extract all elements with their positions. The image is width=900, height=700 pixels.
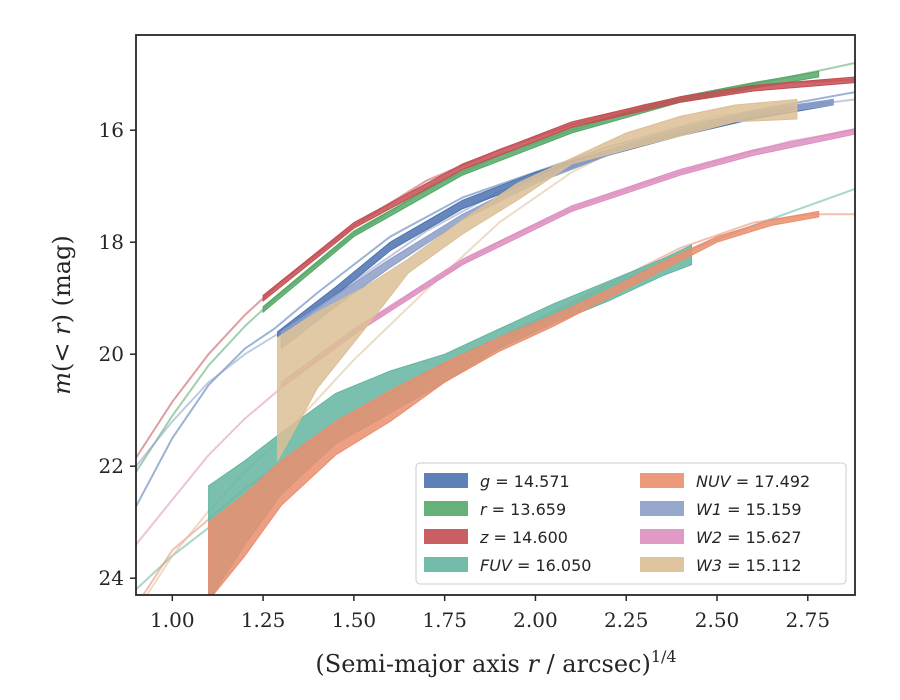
x-axis-ticks: 1.00 1.25 1.50 1.75 2.00 2.25 2.50 2.75 [150, 595, 830, 632]
legend-label-r: r = 13.659 [480, 500, 566, 519]
legend-swatch-nuv [640, 473, 684, 488]
x-tick-label: 1.25 [241, 608, 286, 632]
y-tick-label: 24 [99, 566, 124, 590]
legend-swatch-w2 [640, 529, 684, 544]
legend-label-g: g = 14.571 [480, 472, 570, 491]
profile-band-w1 [280, 98, 834, 350]
profile-band-w3 [277, 98, 798, 461]
legend-swatch-w1 [640, 501, 684, 516]
legend-swatch-fuv [424, 557, 468, 572]
y-axis-label: m(< r) (mag) [48, 235, 76, 395]
legend-swatch-z [424, 529, 468, 544]
x-tick-label: 1.50 [332, 608, 377, 632]
x-axis-label: (Semi-major axis r / arcsec)1/4 [315, 647, 676, 678]
legend-box [415, 462, 847, 585]
x-tick-label: 1.75 [422, 608, 467, 632]
y-tick-label: 22 [99, 454, 124, 478]
y-tick-label: 18 [99, 230, 124, 254]
x-tick-label: 1.00 [150, 608, 195, 632]
x-tick-label: 2.00 [513, 608, 558, 632]
profile-band-w2 [280, 127, 855, 389]
legend-swatch-g [424, 473, 468, 488]
x-tick-label: 2.50 [695, 608, 740, 632]
legend-label-z: z = 14.600 [479, 528, 568, 547]
legend-label-nuv: NUV = 17.492 [696, 472, 810, 491]
plot-frame [135, 34, 856, 596]
y-axis-ticks: 16 18 20 22 24 [99, 118, 136, 590]
legend-label-w1: W1 = 15.159 [696, 500, 802, 519]
x-tick-label: 2.25 [604, 608, 649, 632]
legend-label-w3: W3 = 15.112 [696, 556, 802, 575]
y-tick-label: 16 [99, 118, 124, 142]
legend-swatch-r [424, 501, 468, 516]
y-tick-label: 20 [99, 342, 124, 366]
profile-band-z [262, 76, 855, 303]
x-tick-label: 2.75 [786, 608, 831, 632]
profile-band-nuv [208, 210, 820, 595]
profile-bands [208, 70, 855, 595]
legend-label-w2: W2 = 15.627 [696, 528, 802, 547]
legend-label-fuv: FUV = 16.050 [480, 556, 591, 575]
legend-swatch-w3 [640, 557, 684, 572]
legend: g = 14.571 r = 13.659 z = 14.600 FUV = 16.0… [415, 462, 847, 585]
